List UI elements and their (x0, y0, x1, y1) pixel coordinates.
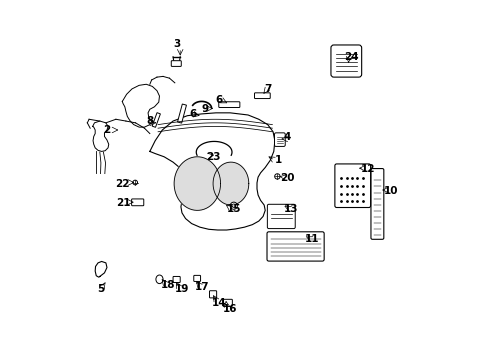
FancyBboxPatch shape (209, 291, 216, 298)
Text: 17: 17 (195, 282, 209, 292)
Text: 6: 6 (189, 109, 196, 119)
Text: 24: 24 (344, 52, 358, 62)
Text: 7: 7 (264, 84, 271, 94)
Polygon shape (152, 113, 160, 127)
Polygon shape (122, 84, 159, 127)
Ellipse shape (133, 180, 137, 185)
Polygon shape (177, 104, 186, 123)
FancyBboxPatch shape (193, 275, 200, 282)
Text: 20: 20 (280, 173, 294, 183)
Text: 8: 8 (146, 116, 153, 126)
Text: 9: 9 (201, 104, 208, 113)
Text: 6: 6 (215, 95, 223, 105)
FancyBboxPatch shape (370, 168, 383, 239)
FancyBboxPatch shape (266, 232, 324, 261)
FancyBboxPatch shape (254, 93, 270, 99)
Polygon shape (213, 162, 248, 205)
Text: 15: 15 (226, 203, 241, 213)
Text: 12: 12 (360, 164, 374, 174)
FancyBboxPatch shape (173, 276, 180, 283)
Polygon shape (93, 121, 108, 152)
FancyBboxPatch shape (267, 204, 295, 229)
Ellipse shape (274, 174, 280, 179)
Text: 18: 18 (160, 280, 175, 291)
Text: 14: 14 (212, 298, 226, 308)
Ellipse shape (156, 275, 163, 284)
Text: 11: 11 (305, 234, 319, 244)
Text: 13: 13 (283, 203, 298, 213)
Polygon shape (174, 157, 220, 210)
FancyBboxPatch shape (330, 45, 361, 77)
Ellipse shape (231, 204, 235, 207)
FancyBboxPatch shape (274, 133, 285, 147)
Ellipse shape (230, 202, 237, 209)
Text: 21: 21 (116, 198, 130, 208)
Text: 3: 3 (173, 39, 180, 49)
FancyBboxPatch shape (334, 164, 370, 207)
Text: 2: 2 (103, 125, 110, 135)
Text: 4: 4 (283, 132, 290, 142)
Polygon shape (149, 113, 274, 230)
Polygon shape (95, 261, 107, 277)
Text: 10: 10 (383, 186, 397, 196)
Text: 23: 23 (205, 152, 220, 162)
FancyBboxPatch shape (223, 299, 232, 306)
Text: 1: 1 (274, 156, 282, 165)
Text: 22: 22 (115, 179, 129, 189)
Text: 5: 5 (97, 284, 104, 294)
FancyBboxPatch shape (171, 61, 181, 66)
FancyBboxPatch shape (131, 199, 143, 206)
Text: 19: 19 (174, 284, 189, 294)
FancyBboxPatch shape (218, 102, 240, 108)
Text: 16: 16 (223, 303, 237, 314)
